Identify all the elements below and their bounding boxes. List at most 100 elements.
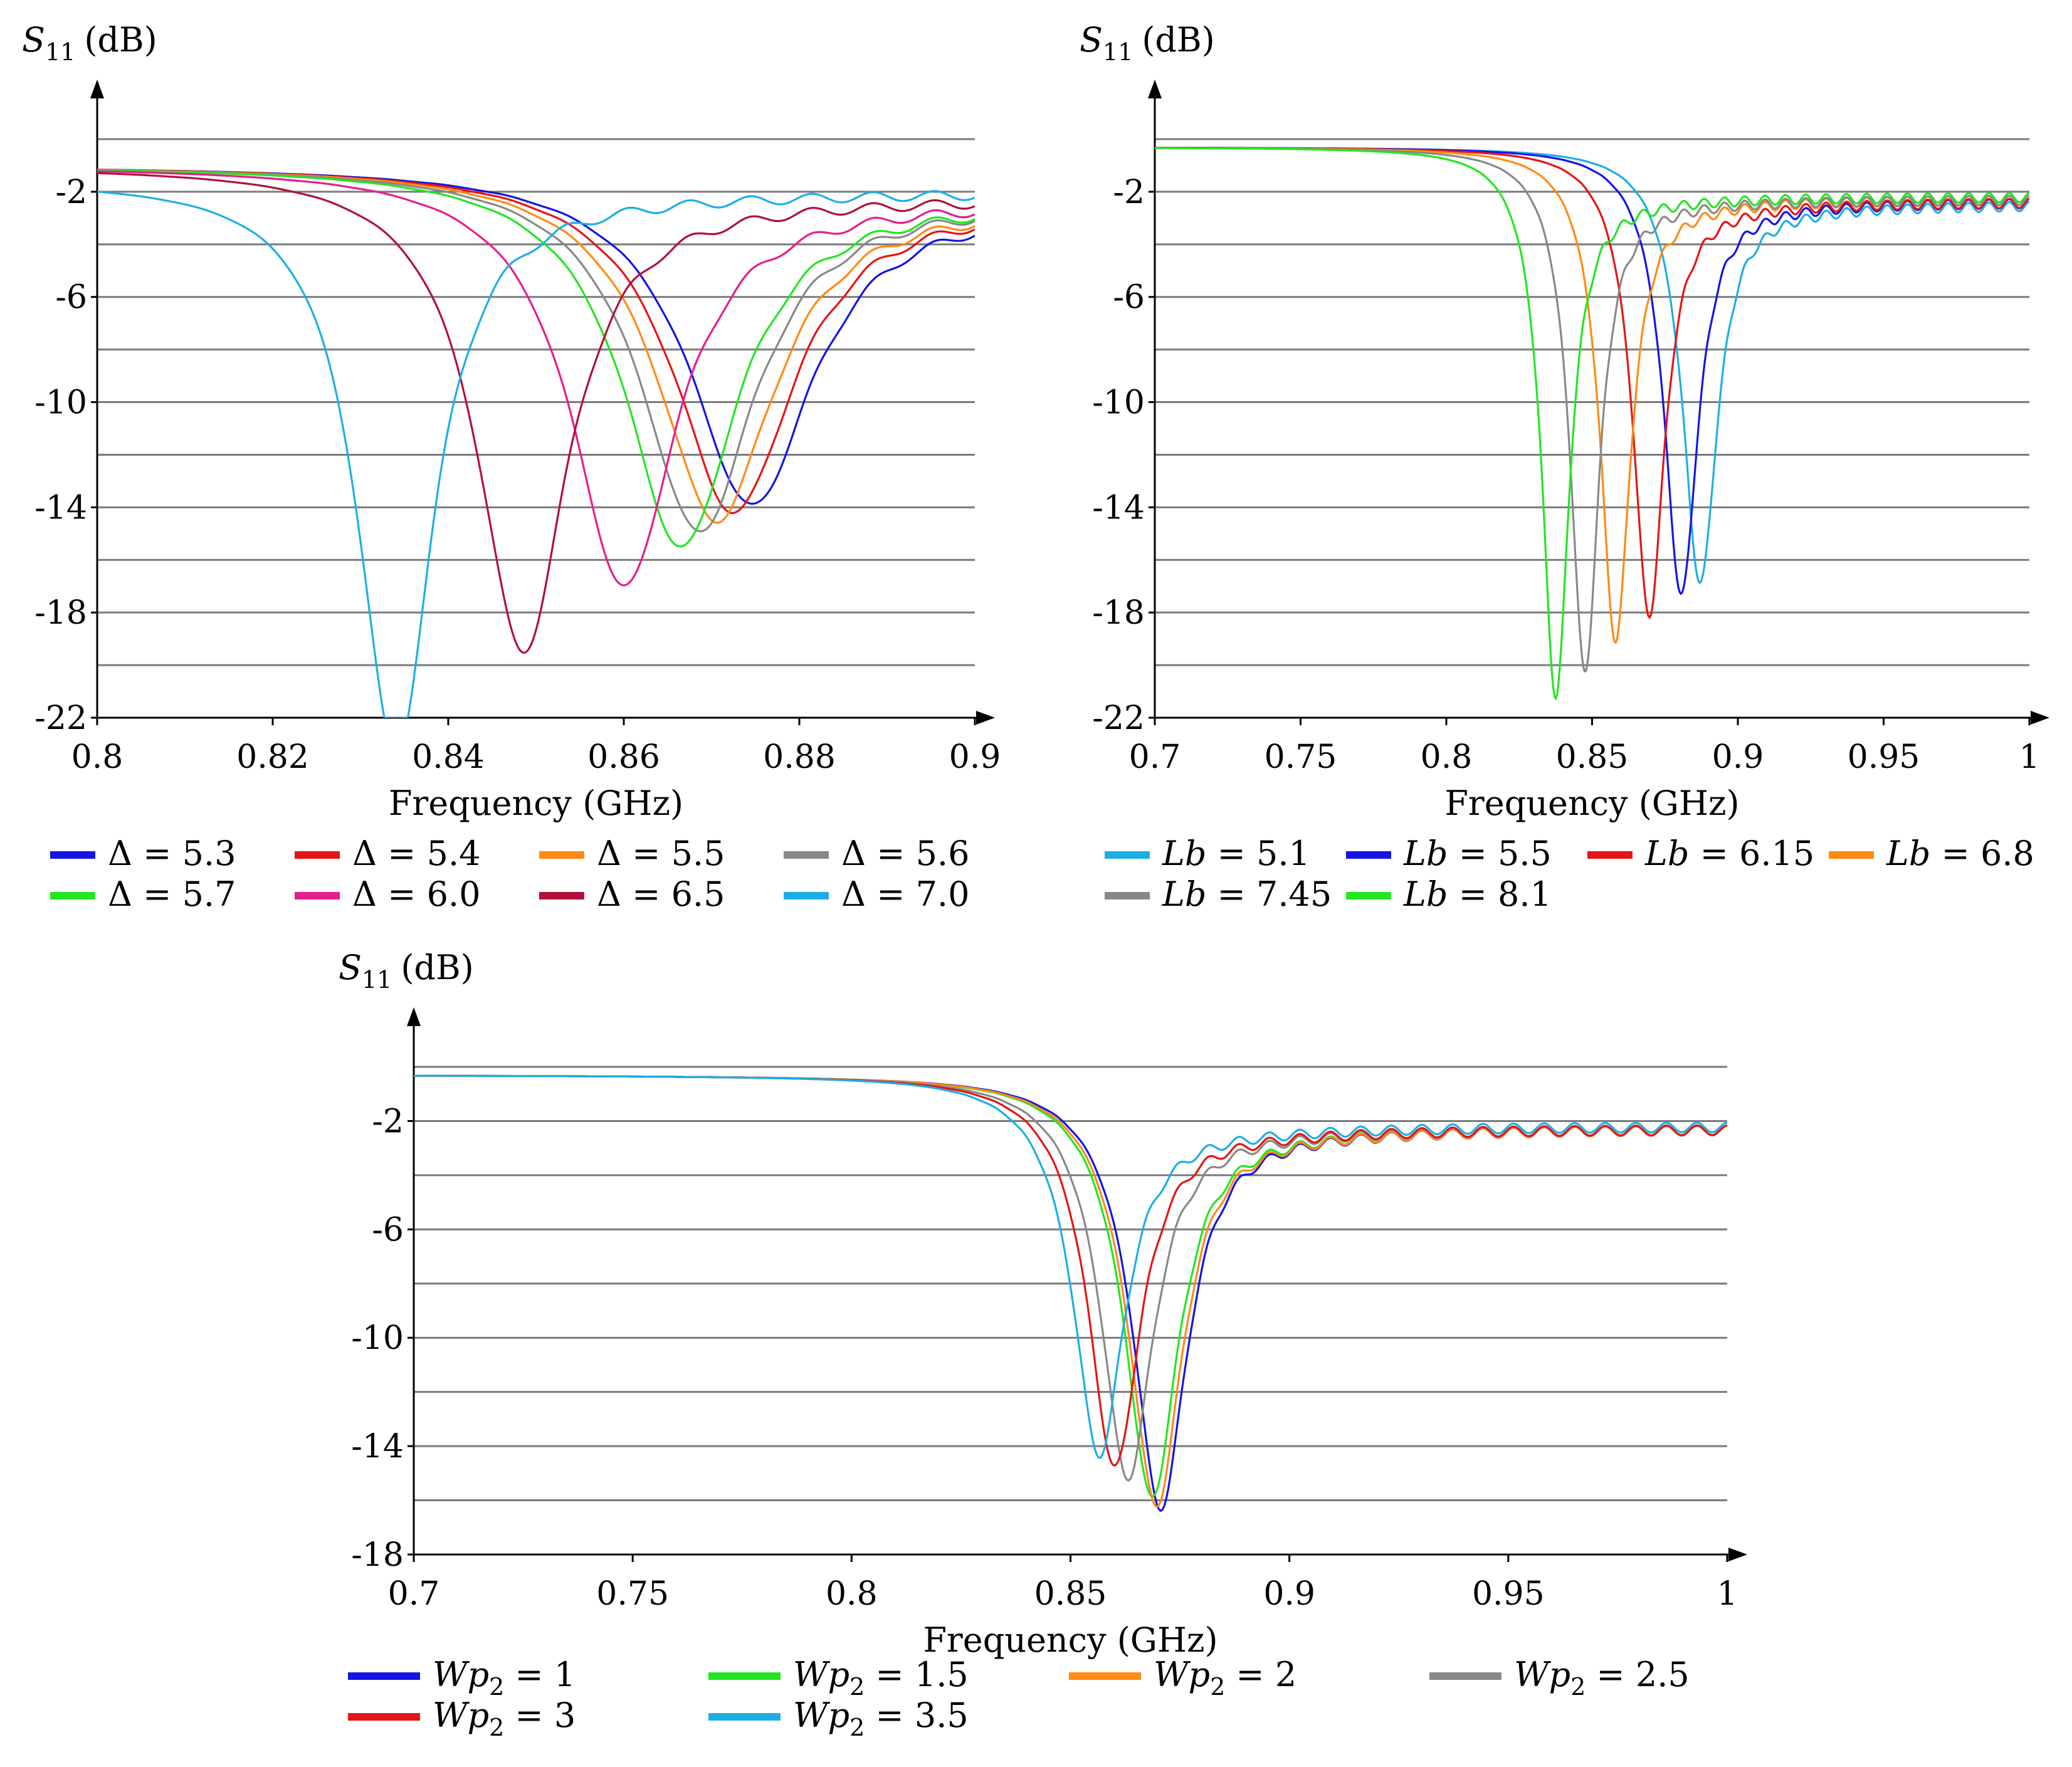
legend-label: Lb = 6.8 [1886,834,2034,873]
x-axis-arrowhead [976,711,995,725]
y-axis-arrowhead [1148,80,1162,98]
x-axis-arrowhead [1728,1548,1747,1561]
x-tick-label: 0.82 [236,738,309,776]
y-tick-label: -18 [351,1536,404,1574]
x-tick-label: 0.8 [826,1575,878,1613]
y-tick-label: -14 [351,1428,404,1466]
legend-label: Lb = 5.5 [1403,834,1552,873]
legend-symbol: Lb [1403,874,1448,914]
chart-panel-wp2: -2 -6 -10 -14 -18 0.7 0.75 0.8 0.85 0.9 0.95 1 Frequ… [320,928,1762,1767]
legend-equals: = [621,834,671,873]
legend-equals: = [132,874,182,914]
x-tick-label: 0.7 [1129,738,1181,776]
legend-value: 3 [554,1696,576,1735]
y-tick-label: -6 [55,279,87,317]
legend-subscript: 2 [1210,1673,1225,1701]
legend-equals: = [866,874,916,914]
legend-value: 1.5 [915,1655,969,1694]
legend-value: 6.0 [427,874,481,914]
legend-equals: = [504,1655,554,1694]
legend-symbol: Wp [793,1655,849,1694]
x-tick-label: 0.75 [1265,738,1337,776]
y-tick-label: -18 [34,594,87,632]
legend-value: 6.8 [1980,834,2034,873]
legend-equals: = [1225,1655,1275,1694]
legend-symbol: Δ [841,834,866,873]
y-tick-label: -10 [1092,384,1145,422]
x-tick-label: 0.95 [1472,1575,1545,1613]
y-tick-label: -14 [1092,489,1145,527]
legend-symbol: Δ [108,834,132,873]
legend-equals: = [866,834,916,873]
legend-subscript: 2 [489,1673,504,1701]
x-tick-label: 0.9 [1263,1575,1315,1613]
legend-symbol: Wp [1154,1655,1210,1694]
legend-value: 5.1 [1256,834,1310,873]
chart-panel-lb: -2 -6 -10 -14 -18 -22 0.7 0.75 0.8 0.85 0.9 0.95 1 Fr… [1036,0,2072,940]
chart-svg-wp2: -2 -6 -10 -14 -180.7 0.75 0.8 0.85 0.9 0.95 1 Frequ… [339,948,1747,1741]
legend-equals: = [1448,834,1498,873]
legend-value: 5.6 [916,834,970,873]
legend-equals: = [132,834,182,873]
legend-symbol: Lb [1886,834,1930,873]
x-tick-label: 0.75 [596,1575,669,1613]
legend-equals: = [1689,834,1739,873]
legend-value: 2.5 [1636,1655,1690,1694]
y-axis-title-unit: (dB) [1142,20,1214,60]
y-tick-label: -18 [1092,594,1145,632]
series-line [414,1074,1727,1459]
legend-symbol: Δ [597,874,621,914]
y-tick-label: -6 [1113,279,1145,317]
chart-svg-lb: -2 -6 -10 -14 -18 -220.7 0.75 0.8 0.85 0.9 0.95 1 Fr… [1080,20,2049,914]
legend-label: Lb = 5.1 [1162,834,1310,873]
chart-svg-delta: -2 -6 -10 -14 -18 -220.8 0.82 0.84 0.86 0.88 0.9 Fr… [22,20,1001,914]
x-tick-label: 0.88 [763,738,836,776]
legend-label: Δ = 5.6 [841,834,969,873]
x-tick-label: 0.84 [412,738,485,776]
legend-equals: = [1448,874,1498,914]
legend-value: 3.5 [915,1696,969,1735]
legend-value: 5.7 [182,874,236,914]
legend-label: Δ = 5.7 [108,874,236,914]
y-tick-label: -14 [34,489,87,527]
legend-label: Wp2 = 2 [1154,1655,1296,1701]
legend-symbol: Δ [352,834,377,873]
legend-label: Wp2 = 1.5 [793,1655,969,1701]
series-line [1155,146,2029,584]
y-tick-label: -2 [55,174,87,211]
y-axis-title: S11 (dB) [339,948,474,994]
y-tick-label: -22 [34,700,87,737]
legend-value: 6.5 [671,874,725,914]
legend-equals: = [865,1655,915,1694]
series-line [97,169,975,548]
y-axis-title: S11 (dB) [1080,20,1215,66]
legend-equals: = [377,874,427,914]
y-axis-arrowhead [90,80,104,98]
x-tick-label: 0.7 [388,1575,440,1613]
x-tick-label: 0.8 [1421,738,1473,776]
legend-symbol: Δ [597,834,621,873]
y-tick-label: -2 [1113,174,1145,211]
y-axis-title-unit: (dB) [84,20,157,60]
legend-symbol: Wp [1514,1655,1570,1694]
legend-label: Δ = 5.5 [597,834,725,873]
legend-equals: = [1206,834,1256,873]
x-tick-label: 0.85 [1556,738,1629,776]
series-line [97,169,975,533]
legend-subscript: 2 [489,1714,504,1741]
legend-symbol: Lb [1644,834,1689,873]
legend-value: 5.4 [427,834,481,873]
legend-value: 1 [554,1655,576,1694]
y-tick-label: -22 [1092,700,1145,737]
y-tick-label: -10 [351,1319,404,1357]
legend-label: Wp2 = 3 [433,1696,576,1741]
legend-label: Wp2 = 2.5 [1514,1655,1690,1701]
legend-label: Δ = 7.0 [841,874,969,914]
x-tick-label: 0.85 [1034,1575,1107,1613]
y-axis-title-subscript: 11 [1103,38,1133,66]
legend-label: Lb = 8.1 [1403,874,1552,914]
y-axis-title-symbol: S [1080,20,1103,60]
legend-value: 8.1 [1498,874,1552,914]
legend-subscript: 2 [849,1673,865,1701]
series-line [1155,147,2029,644]
